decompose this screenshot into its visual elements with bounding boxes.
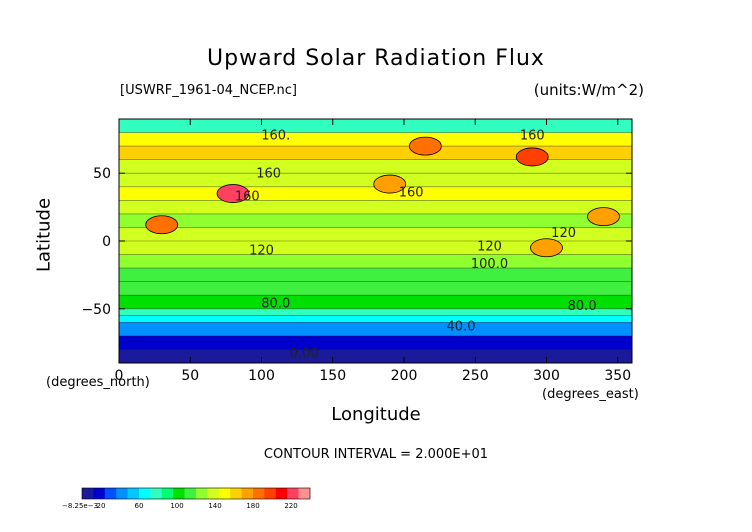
heatmap-field bbox=[119, 119, 632, 363]
heat-band bbox=[119, 268, 632, 282]
x-tick-label: 50 bbox=[181, 368, 199, 384]
contour-label: 160 bbox=[235, 189, 260, 204]
contour-label: 120 bbox=[249, 244, 274, 259]
x-tick-label: 250 bbox=[462, 368, 489, 384]
colorbar-swatch bbox=[139, 488, 151, 499]
colorbar-tick-label: 180 bbox=[246, 502, 259, 510]
y-unit-note: (degrees_north) bbox=[46, 375, 150, 390]
heat-band bbox=[119, 308, 632, 316]
heat-band bbox=[119, 335, 632, 350]
x-tick-label: 0 bbox=[115, 368, 124, 384]
colorbar-tick-label: 220 bbox=[284, 502, 297, 510]
heat-hotspot bbox=[587, 207, 620, 227]
heat-band bbox=[119, 213, 632, 228]
heat-band bbox=[119, 186, 632, 201]
contour-labels: 160. 160 160 160 160 120 120 100.0 120 80.0 80.0 40… bbox=[235, 128, 597, 361]
x-tick-label: 150 bbox=[319, 368, 346, 384]
colorbar-swatch bbox=[104, 488, 117, 499]
heat-hotspot bbox=[530, 238, 563, 258]
colorbar-swatch bbox=[82, 488, 94, 499]
file-name-label: [USWRF_1961-04_NCEP.nc] bbox=[120, 83, 297, 98]
y-tick-label: 0 bbox=[102, 234, 111, 250]
heat-hotspot bbox=[408, 136, 442, 156]
heat-hotspot bbox=[216, 184, 250, 203]
heatmap-hotspots bbox=[145, 136, 620, 258]
colorbar-swatch bbox=[218, 488, 231, 499]
contour-label: 160 bbox=[399, 185, 424, 200]
colorbar-swatch bbox=[230, 488, 242, 499]
contour-label: 160. bbox=[261, 128, 290, 143]
axes: 0 50 100 150 200 250 300 350 −50 0 50 bbox=[81, 119, 632, 384]
x-tick-label: 200 bbox=[391, 368, 418, 384]
heat-band bbox=[119, 146, 632, 160]
x-tick-label: 100 bbox=[248, 368, 275, 384]
colorbar-swatch bbox=[93, 488, 106, 499]
heat-band bbox=[119, 200, 632, 214]
heat-hotspot bbox=[373, 174, 407, 194]
heat-band bbox=[119, 159, 632, 174]
colorbar-frame bbox=[81, 487, 311, 500]
heat-band bbox=[119, 295, 632, 309]
colorbar-swatch bbox=[116, 488, 128, 499]
x-axis-label: Longitude bbox=[331, 404, 421, 425]
contour-label: 40.0 bbox=[447, 319, 476, 334]
colorbar-swatch bbox=[287, 488, 299, 499]
contour-label: 100.0 bbox=[471, 257, 508, 272]
heat-band bbox=[119, 241, 632, 255]
colorbar-swatch bbox=[127, 488, 140, 499]
colorbar: −8.25e−320 60 100 140 180 220 bbox=[62, 487, 311, 510]
colorbar-swatch bbox=[298, 488, 311, 499]
heat-hotspot bbox=[515, 147, 549, 167]
x-tick-label: 350 bbox=[604, 368, 631, 384]
heat-band bbox=[119, 132, 632, 147]
contour-label: 80.0 bbox=[568, 299, 597, 314]
colorbar-tick-label: 60 bbox=[135, 502, 144, 510]
heat-band bbox=[119, 227, 632, 241]
colorbar-swatch bbox=[241, 488, 254, 499]
heat-hotspot bbox=[145, 215, 179, 235]
x-tick-label: 300 bbox=[533, 368, 560, 384]
chart-title: Upward Solar Radiation Flux bbox=[207, 46, 545, 71]
colorbar-swatch bbox=[207, 488, 220, 499]
contour-label: 160 bbox=[256, 166, 281, 181]
colorbar-tick-label: 100 bbox=[170, 502, 183, 510]
units-label: (units:W/m^2) bbox=[533, 81, 644, 99]
colorbar-swatch bbox=[196, 488, 208, 499]
contour-interval-note: CONTOUR INTERVAL = 2.000E+01 bbox=[263, 447, 489, 462]
heat-band bbox=[119, 315, 632, 323]
heat-band bbox=[119, 322, 632, 336]
contour-label: 120 bbox=[551, 226, 576, 241]
colorbar-swatch bbox=[264, 488, 277, 499]
colorbar-tick-label: 20 bbox=[97, 502, 106, 510]
contour-label: 160 bbox=[520, 128, 545, 143]
colorbar-swatch bbox=[173, 488, 185, 499]
y-tick-label: 50 bbox=[93, 166, 111, 182]
colorbar-min-label: −8.25e−3 bbox=[62, 502, 98, 510]
colorbar-swatch bbox=[161, 488, 174, 499]
contour-label: 0.00 bbox=[290, 347, 319, 362]
heat-band bbox=[119, 119, 632, 133]
heat-band bbox=[119, 281, 632, 296]
x-unit-note: (degrees_east) bbox=[542, 387, 639, 402]
contour-label: 80.0 bbox=[261, 296, 290, 311]
heat-band bbox=[119, 254, 632, 269]
colorbar-swatch bbox=[184, 488, 197, 499]
heat-band bbox=[119, 349, 632, 363]
contour-label: 120 bbox=[477, 239, 502, 254]
colorbar-swatch bbox=[253, 488, 265, 499]
colorbar-swatch bbox=[275, 488, 288, 499]
colorbar-tick-label: 140 bbox=[208, 502, 221, 510]
colorbar-swatch bbox=[150, 488, 163, 499]
y-tick-label: −50 bbox=[81, 302, 111, 318]
